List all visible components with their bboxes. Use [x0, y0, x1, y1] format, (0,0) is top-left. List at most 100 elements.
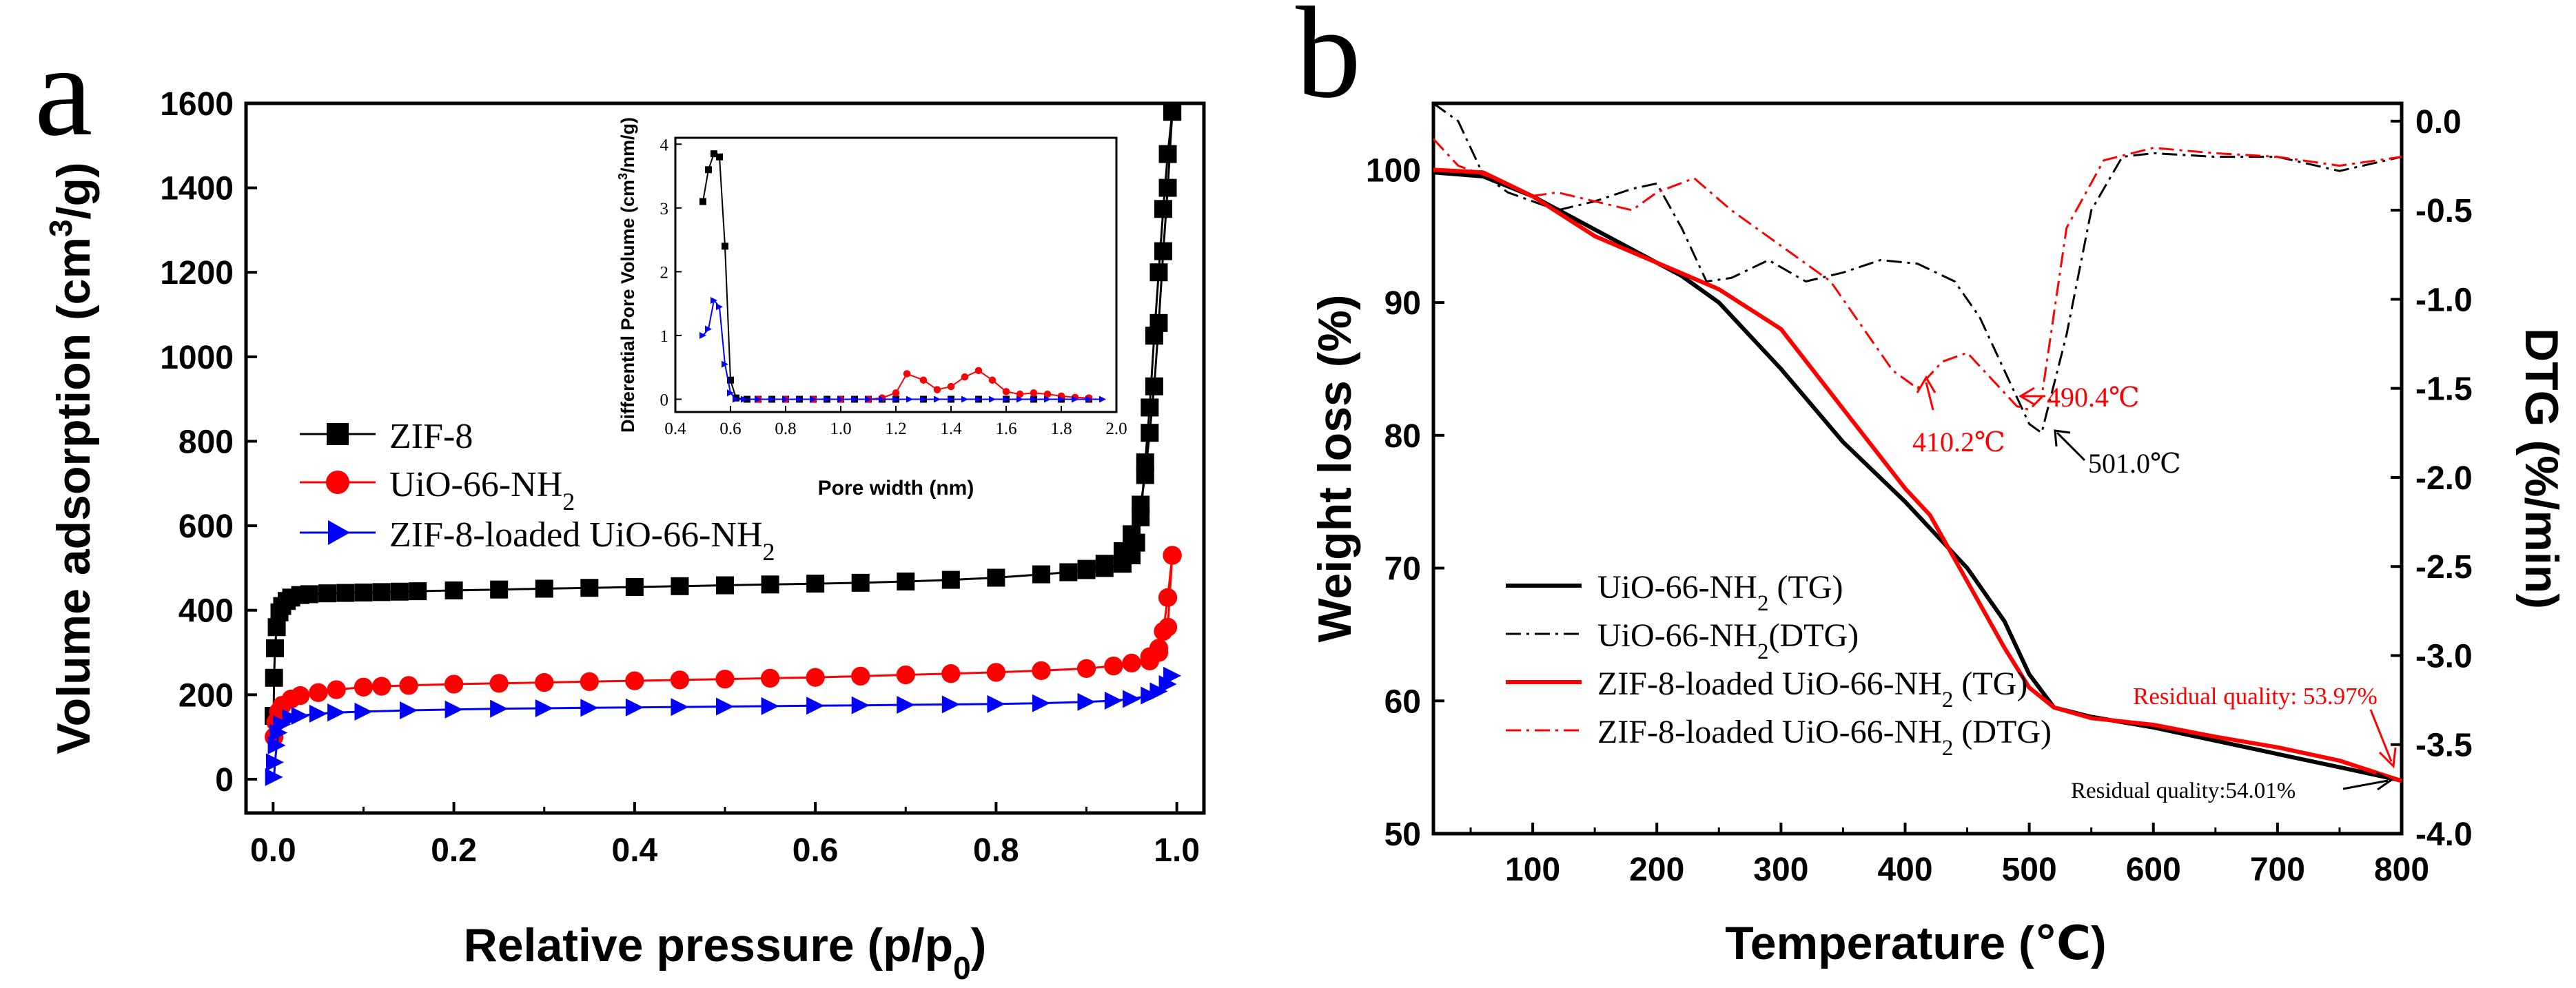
data-point: [1154, 621, 1173, 641]
inset-data-point: [920, 395, 927, 403]
inset-data-point: [1043, 390, 1052, 398]
inset-data-point: [1030, 395, 1037, 403]
inset-data-point: [810, 395, 817, 403]
data-point: [1141, 424, 1159, 442]
data-point: [1141, 398, 1159, 417]
data-point: [986, 663, 1006, 682]
inset-data-point: [851, 395, 858, 403]
data-point: [309, 683, 328, 702]
x-tick-label: 0.8: [973, 832, 1019, 869]
data-point: [1154, 200, 1172, 218]
data-point: [300, 585, 318, 604]
inset-data-point: [711, 150, 717, 158]
y-right-tick-label: -1.0: [2415, 282, 2473, 318]
data-point: [761, 697, 779, 715]
inset-ylabel: Differential Pore Volume (cm3/nm/g): [616, 117, 638, 433]
inset-data-point: [988, 376, 996, 384]
panel-b-series: [1432, 102, 2402, 783]
panel-b-axes-frame: [1431, 101, 2404, 836]
inset-data-point: [722, 360, 728, 368]
inset-data-point: [716, 153, 723, 161]
y-tick-label: 400: [178, 593, 234, 630]
data-point: [941, 695, 960, 714]
data-point: [318, 584, 337, 603]
data-point: [1163, 666, 1182, 685]
data-point: [1059, 563, 1078, 582]
panel-a-label: a: [34, 19, 92, 163]
data-point: [1032, 661, 1051, 681]
y-tick-label: 80: [1384, 418, 1421, 455]
data-point: [267, 736, 286, 754]
annotation-arrows: [1916, 375, 2397, 791]
inset-x-tick-label: 1.4: [940, 420, 962, 438]
legend-item-uio-dtg: UiO-66-NH2(DTG): [1506, 617, 1859, 664]
inset-data-point: [755, 395, 761, 403]
panel-b-ticks: 100 200 300 400 500 600 700 800 50 60 70 80 90 100 0.0…: [1366, 104, 2473, 888]
panel-b-xlabel: Temperature (℃): [1725, 917, 2106, 969]
data-point: [372, 583, 391, 601]
data-point: [941, 570, 960, 589]
data-point: [1104, 656, 1123, 676]
data-point: [987, 568, 1005, 587]
data-point: [671, 698, 689, 717]
data-point: [851, 696, 870, 714]
data-point: [444, 581, 463, 599]
data-point: [327, 680, 346, 699]
data-point: [390, 582, 409, 601]
inset-data-point: [947, 382, 955, 391]
inset-data-point: [705, 166, 712, 174]
data-point: [490, 580, 509, 599]
legend-label-uio-tg: UiO-66-NH2 (TG): [1597, 569, 1843, 616]
data-point: [1077, 561, 1096, 579]
data-point: [354, 677, 374, 697]
data-point: [535, 672, 554, 692]
inset-data-point: [1016, 395, 1023, 403]
panel-a-xlabel: Relative pressure (p/p0): [464, 919, 987, 986]
x-tick-label: 100: [1505, 852, 1560, 888]
inset-x-tick-label: 1.2: [885, 420, 906, 438]
inset-data-point: [903, 370, 911, 378]
data-point: [851, 573, 870, 592]
data-point: [897, 696, 915, 714]
y-tick-label: 1200: [160, 255, 234, 291]
inset-data-point: [892, 389, 900, 397]
inset-data-point: [727, 376, 734, 384]
data-point: [273, 715, 292, 734]
inset-ticks: 0.4 0.6 0.8 1.0 1.2 1.4 1.6 1.8 2.0 0 1 2 3 4: [660, 136, 1127, 438]
inset-data-point: [782, 395, 789, 403]
series-line: [1433, 167, 2402, 783]
y-right-tick-label: -2.5: [2415, 549, 2473, 586]
panel-b-annotations: 410.2℃ 490.4℃ 501.0℃ Residual quality: 5…: [1912, 375, 2397, 803]
inset-x-tick-label: 0.6: [719, 420, 741, 438]
data-point: [444, 675, 464, 694]
inset-data-point: [933, 386, 941, 393]
y-tick-label: 70: [1384, 551, 1421, 588]
data-point: [1113, 555, 1132, 573]
data-point: [716, 576, 734, 595]
data-point: [1145, 327, 1163, 345]
data-point: [1132, 508, 1150, 526]
data-point: [1158, 675, 1177, 694]
data-point: [1076, 659, 1096, 678]
data-point: [1136, 453, 1154, 472]
data-point: [987, 694, 1005, 713]
inset-frame: [674, 136, 1118, 413]
y-right-tick-label: -2.0: [2415, 460, 2473, 497]
y-tick-label: 60: [1384, 683, 1421, 720]
data-point: [1158, 178, 1177, 197]
inset-data-point: [919, 376, 928, 384]
inset-y-tick-label: 0: [660, 391, 669, 409]
data-point: [580, 699, 599, 717]
data-point: [354, 702, 373, 721]
data-point: [489, 674, 509, 693]
data-point: [580, 579, 599, 597]
legend-item-zif8-loaded: ZIF-8-loaded UiO-66-NH2: [300, 515, 775, 566]
annotation-501: 501.0℃: [2088, 448, 2181, 479]
data-point: [760, 668, 780, 688]
inset-x-tick-label: 0.4: [664, 420, 686, 438]
inset-data-point: [934, 395, 941, 403]
data-point: [444, 700, 463, 719]
y-right-tick-label: 0.0: [2415, 104, 2462, 141]
y-tick-label: 200: [178, 677, 234, 714]
y-tick-label: 0: [215, 762, 234, 799]
